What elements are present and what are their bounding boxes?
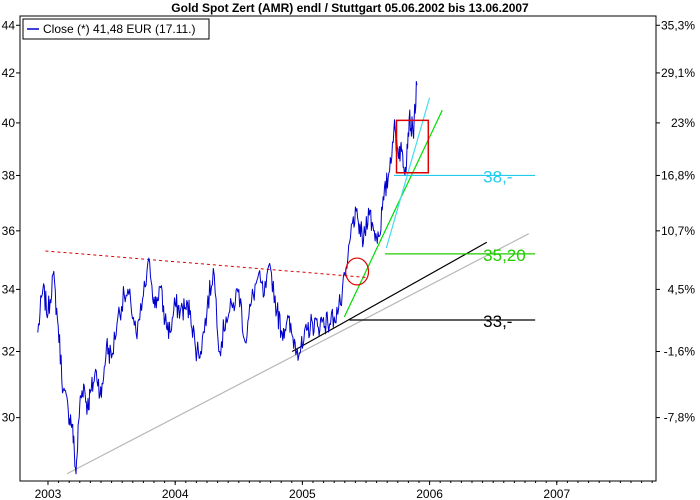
y-left-tick-label: 38: [2, 168, 16, 182]
x-tick-label: 2006: [416, 487, 443, 500]
trend-line: [291, 241, 488, 353]
plot-area: [19, 15, 657, 482]
y-right-tick-label: 23%: [671, 116, 695, 130]
level-label: 35,20: [483, 246, 526, 265]
level-label: 33,-: [483, 312, 512, 331]
x-tick-label: 2007: [543, 487, 570, 500]
y-left-tick-label: 44: [2, 18, 16, 32]
legend: Close (*) 41,48 EUR (17.11.): [22, 18, 210, 40]
highlight-ellipse: [345, 257, 370, 286]
y-left-tick-label: 34: [2, 282, 16, 296]
y-left-tick-label: 32: [2, 344, 16, 358]
y-left-tick-label: 40: [2, 116, 16, 130]
y-right-tick-label: 4,5%: [668, 282, 696, 296]
y-right-tick-label: -1,6%: [664, 344, 696, 358]
y-right-tick-label: 35,3%: [661, 18, 695, 32]
y-axis-right: -7,8% -1,6% 4,5% 10,7% 16,8% 23% 29,1% 35,3%: [656, 18, 696, 425]
y-right-tick-label: -7,8%: [664, 411, 696, 425]
legend-box: [22, 18, 210, 40]
x-tick-label: 2003: [35, 487, 62, 500]
y-right-tick-label: 10,7%: [661, 224, 695, 238]
price-series: [37, 81, 418, 475]
highlight-marks: [345, 119, 430, 286]
y-left-tick-label: 30: [2, 411, 16, 425]
chart-title: Gold Spot Zert (AMR) endl / Stuttgart 05…: [171, 1, 529, 15]
x-tick-label: 2005: [289, 487, 316, 500]
highlight-rectangle: [395, 119, 430, 174]
y-left-tick-label: 36: [2, 224, 16, 238]
trend-line: [343, 109, 443, 318]
y-right-tick-label: 29,1%: [661, 66, 695, 80]
x-tick-label: 2004: [162, 487, 189, 500]
y-left-tick-label: 42: [2, 66, 16, 80]
level-label: 38,-: [483, 167, 512, 186]
y-axis-left: 30 32 34 36 38 40 42 44: [2, 18, 20, 425]
x-axis: 2003 2004 2005 2006 2007: [35, 481, 653, 500]
price-line: [37, 81, 418, 475]
legend-label: Close (*) 41,48 EUR (17.11.): [43, 22, 196, 36]
level-labels: 38,- 35,20 33,-: [483, 167, 526, 331]
y-right-tick-label: 16,8%: [661, 168, 695, 182]
